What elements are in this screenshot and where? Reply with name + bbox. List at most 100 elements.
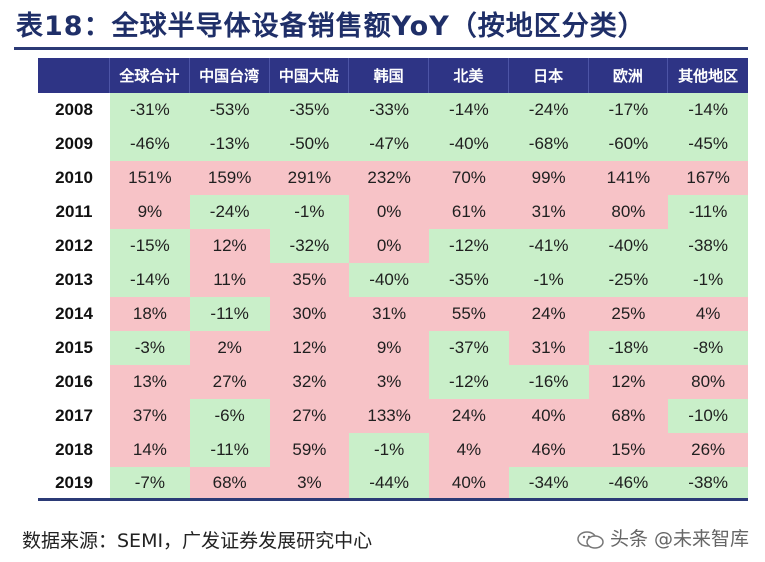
column-header: 其他地区 (668, 58, 748, 93)
table-row: 2019 -7% 68% 3% -44% 40% -34% -46% -38% (38, 467, 748, 501)
table-body: 2008 -31% -53% -35% -33% -14% -24% -17% -14% 2009… (38, 93, 748, 501)
table-cell: 12% (269, 331, 350, 365)
table-cell: -32% (269, 229, 350, 263)
table-cell: -53% (189, 93, 270, 127)
table-cell: 24% (508, 297, 589, 331)
table-row: 2014 18% -11% 30% 31% 55% 24% 25% 4% (38, 297, 748, 331)
row-year: 2016 (38, 365, 110, 399)
watermark: 头条 @未来智库 (576, 522, 749, 556)
table-cell: -38% (668, 467, 748, 501)
table-cell: -15% (110, 229, 190, 263)
column-header: 中国大陆 (269, 58, 350, 93)
table-cell: -25% (588, 263, 669, 297)
table-cell: -18% (588, 331, 669, 365)
table-cell: 232% (349, 161, 429, 195)
header-corner (38, 58, 110, 93)
table-cell: 12% (189, 229, 270, 263)
table-cell: -1% (349, 433, 429, 467)
table-cell: 18% (110, 297, 190, 331)
table-cell: 37% (110, 399, 190, 433)
table-cell: 0% (349, 229, 429, 263)
table-cell: -46% (588, 467, 669, 501)
table-row: 2011 9% -24% -1% 0% 61% 31% 80% -11% (38, 195, 748, 229)
row-year: 2017 (38, 399, 110, 433)
table-cell: -60% (588, 127, 669, 161)
table-cell: -12% (429, 365, 509, 399)
table-cell: 291% (269, 161, 350, 195)
row-year: 2014 (38, 297, 110, 331)
table-cell: -40% (429, 127, 509, 161)
table-cell: 4% (429, 433, 509, 467)
column-header: 中国台湾 (189, 58, 270, 93)
row-year: 2015 (38, 331, 110, 365)
table-cell: 31% (508, 331, 589, 365)
row-year: 2018 (38, 433, 110, 467)
title-divider (14, 47, 748, 50)
table-cell: -24% (508, 93, 589, 127)
table-cell: 35% (269, 263, 350, 297)
table-cell: 14% (110, 433, 190, 467)
table-cell: -14% (110, 263, 190, 297)
table-cell: 99% (508, 161, 589, 195)
table-cell: 40% (429, 467, 509, 501)
row-year: 2011 (38, 195, 110, 229)
table-cell: 15% (588, 433, 669, 467)
table-cell: 55% (429, 297, 509, 331)
table-row: 2013 -14% 11% 35% -40% -35% -1% -25% -1% (38, 263, 748, 297)
table-cell: 30% (269, 297, 350, 331)
table-cell: -40% (588, 229, 669, 263)
table-cell: -1% (668, 263, 748, 297)
table-cell: 70% (429, 161, 509, 195)
table-row: 2015 -3% 2% 12% 9% -37% 31% -18% -8% (38, 331, 748, 365)
table-cell: -14% (429, 93, 509, 127)
table-cell: 32% (269, 365, 350, 399)
table-cell: -7% (110, 467, 190, 501)
table-row: 2010 151% 159% 291% 232% 70% 99% 141% 167% (38, 161, 748, 195)
table-cell: -16% (508, 365, 589, 399)
row-year: 2009 (38, 127, 110, 161)
table-cell: -17% (588, 93, 669, 127)
table-cell: 141% (588, 161, 669, 195)
table-cell: -11% (189, 433, 270, 467)
table-cell: -10% (668, 399, 748, 433)
table-cell: -11% (189, 297, 270, 331)
table-cell: 24% (429, 399, 509, 433)
table-cell: 3% (269, 467, 350, 501)
table-cell: -8% (668, 331, 748, 365)
table-cell: 25% (588, 297, 669, 331)
table-cell: -35% (269, 93, 350, 127)
table-cell: 80% (588, 195, 669, 229)
table-cell: 13% (110, 365, 190, 399)
table-cell: -35% (429, 263, 509, 297)
row-year: 2010 (38, 161, 110, 195)
wechat-style-logo-icon (576, 528, 606, 550)
table-cell: 133% (349, 399, 429, 433)
table-cell: -6% (189, 399, 270, 433)
table-cell: 9% (349, 331, 429, 365)
table-row: 2018 14% -11% 59% -1% 4% 46% 15% 26% (38, 433, 748, 467)
column-header: 全球合计 (110, 58, 190, 93)
row-year: 2013 (38, 263, 110, 297)
row-year: 2008 (38, 93, 110, 127)
table-cell: -13% (189, 127, 270, 161)
table-cell: -1% (269, 195, 350, 229)
table-cell: 4% (668, 297, 748, 331)
table-cell: 11% (189, 263, 270, 297)
table-cell: -47% (349, 127, 429, 161)
table-cell: 68% (189, 467, 270, 501)
table-cell: -44% (349, 467, 429, 501)
table-cell: 0% (349, 195, 429, 229)
source-note: 数据来源：SEMI，广发证券发展研究中心 (22, 530, 373, 552)
table-cell: -38% (668, 229, 748, 263)
table-cell: 31% (508, 195, 589, 229)
table-cell: -33% (349, 93, 429, 127)
table-row: 2008 -31% -53% -35% -33% -14% -24% -17% -14% (38, 93, 748, 127)
table-cell: 3% (349, 365, 429, 399)
table-row: 2012 -15% 12% -32% 0% -12% -41% -40% -38% (38, 229, 748, 263)
table-cell: 151% (110, 161, 190, 195)
table-cell: -24% (189, 195, 270, 229)
row-year: 2019 (38, 467, 110, 501)
table-cell: 12% (588, 365, 669, 399)
page-title: 表18：全球半导体设备销售额YoY（按地区分类） (16, 11, 646, 42)
table-cell: -46% (110, 127, 190, 161)
